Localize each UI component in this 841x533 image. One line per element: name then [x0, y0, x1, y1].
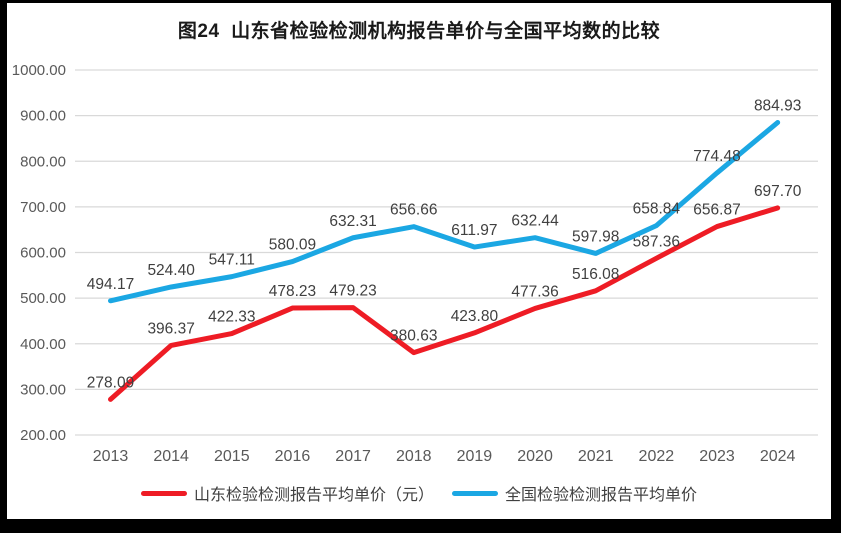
y-tick-label: 800.00	[20, 153, 66, 170]
legend-label-shandong: 山东检验检测报告平均单价（元）	[193, 487, 434, 504]
x-tick-label: 2023	[699, 448, 735, 465]
data-label: 656.87	[693, 202, 740, 219]
data-label: 580.09	[269, 237, 316, 254]
data-label: 494.17	[87, 276, 134, 293]
data-label: 423.80	[451, 308, 499, 325]
data-label: 697.70	[754, 183, 802, 200]
data-label: 278.09	[87, 374, 134, 391]
y-tick-label: 600.00	[20, 245, 66, 262]
legend-label-national: 全国检验检测报告平均单价	[505, 487, 698, 504]
data-label: 422.33	[208, 309, 255, 326]
x-tick-label: 2018	[396, 448, 432, 465]
data-label: 597.98	[572, 228, 619, 245]
x-tick-label: 2024	[760, 448, 796, 465]
x-tick-label: 2016	[275, 448, 311, 465]
x-tick-label: 2020	[517, 448, 553, 465]
x-tick-label: 2022	[639, 448, 675, 465]
data-label: 774.48	[693, 148, 740, 165]
x-tick-label: 2014	[153, 448, 189, 465]
data-label: 516.08	[572, 266, 619, 283]
x-tick-label: 2019	[457, 448, 493, 465]
line-chart-plot-area: 200.00 300.00 400.00 500.00 600.00 700.00 800.…	[12, 62, 818, 465]
y-tick-label: 500.00	[20, 290, 66, 307]
data-label: 632.31	[329, 213, 376, 230]
y-tick-label: 400.00	[20, 336, 66, 353]
y-tick-label: 1000.00	[12, 62, 66, 79]
legend-item-shandong: 山东检验检测报告平均单价（元）	[140, 481, 434, 505]
data-label: 611.97	[451, 222, 497, 239]
x-tick-label: 2015	[214, 448, 250, 465]
series-line-0	[108, 205, 781, 402]
chart-title: 图24 山东省检验检测机构报告单价与全国平均数的比较	[177, 21, 661, 42]
x-tick-label: 2021	[578, 448, 614, 465]
data-label: 478.23	[269, 283, 316, 300]
legend-swatch-shandong	[140, 490, 187, 496]
x-tick-label: 2017	[335, 448, 371, 465]
data-label: 658.84	[633, 201, 681, 218]
data-label: 632.44	[511, 213, 559, 230]
data-label: 396.37	[147, 320, 194, 337]
x-tick-label: 2013	[93, 448, 129, 465]
legend: 山东检验检测报告平均单价（元） 全国检验检测报告平均单价	[7, 481, 831, 505]
data-label: 656.66	[390, 202, 437, 219]
y-tick-label: 300.00	[20, 381, 66, 398]
data-label: 479.23	[329, 283, 376, 300]
data-label: 587.36	[633, 233, 680, 250]
legend-item-national: 全国检验检测报告平均单价	[452, 481, 697, 505]
data-label: 884.93	[754, 98, 801, 115]
data-label: 380.63	[390, 328, 437, 345]
data-label: 477.36	[511, 283, 558, 300]
data-label: 547.11	[209, 252, 255, 269]
legend-swatch-national	[452, 490, 498, 496]
data-label: 524.40	[147, 262, 195, 279]
y-tick-label: 700.00	[20, 199, 66, 216]
y-tick-label: 900.00	[20, 108, 66, 125]
series-line-1	[108, 120, 781, 304]
y-tick-label: 200.00	[20, 427, 66, 444]
